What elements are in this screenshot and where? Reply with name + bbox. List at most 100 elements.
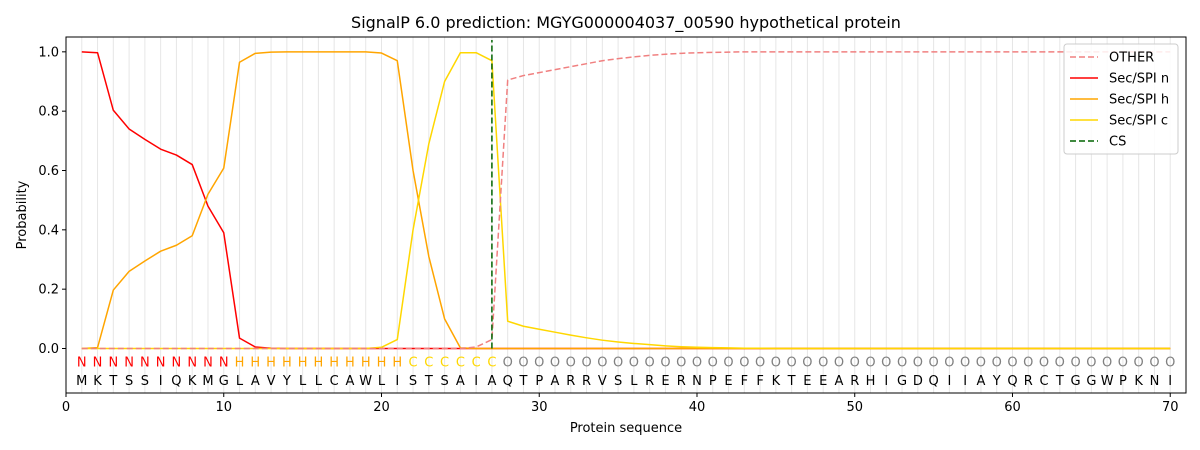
region-label: O (1039, 356, 1049, 371)
residue-label: E (819, 374, 827, 389)
region-label: O (676, 356, 686, 371)
region-label: O (802, 356, 812, 371)
residue-label: I (1168, 374, 1172, 389)
residue-label: L (299, 374, 307, 389)
residue-label: Q (1007, 374, 1017, 389)
residue-label: A (251, 374, 260, 389)
region-label: C (487, 356, 496, 371)
residue-label: L (315, 374, 323, 389)
region-label: O (834, 356, 844, 371)
residue-label: I (474, 374, 478, 389)
residue-label: P (535, 374, 543, 389)
residue-label: Y (992, 374, 1001, 389)
region-label: O (913, 356, 923, 371)
residue-label: I (395, 374, 399, 389)
region-label: O (850, 356, 860, 371)
residue-label: L (378, 374, 386, 389)
x-tick-label: 40 (689, 400, 706, 415)
y-tick-label: 0.2 (38, 283, 59, 298)
region-label: O (1134, 356, 1144, 371)
residue-label: C (330, 374, 339, 389)
residue-label: N (692, 374, 702, 389)
residue-label: R (1024, 374, 1033, 389)
region-label: O (1102, 356, 1112, 371)
region-label: O (881, 356, 891, 371)
x-axis-label: Protein sequence (570, 421, 682, 436)
residue-label: Y (282, 374, 291, 389)
y-tick-label: 0.4 (38, 223, 59, 238)
residue-label: W (359, 374, 372, 389)
region-label: O (708, 356, 718, 371)
residue-label: Q (171, 374, 181, 389)
region-label: H (314, 356, 324, 371)
region-label: N (156, 356, 166, 371)
x-tick-label: 20 (373, 400, 390, 415)
residue-label: G (897, 374, 907, 389)
region-label: H (329, 356, 339, 371)
region-label: H (361, 356, 371, 371)
x-tick-label: 70 (1162, 400, 1179, 415)
region-label: O (692, 356, 702, 371)
legend-entry: OTHER (1109, 51, 1154, 66)
region-label: O (534, 356, 544, 371)
region-label: N (93, 356, 103, 371)
legend-entry: Sec/SPI c (1109, 114, 1168, 129)
chart-title: SignalP 6.0 prediction: MGYG000004037_00… (351, 13, 901, 33)
region-label: C (424, 356, 433, 371)
region-label: O (755, 356, 765, 371)
region-label: N (77, 356, 87, 371)
region-label: O (992, 356, 1002, 371)
residue-label: W (1101, 374, 1114, 389)
series-line-other (81, 51, 1171, 350)
residue-label: R (677, 374, 686, 389)
residue-label: A (456, 374, 465, 389)
region-label: N (140, 356, 150, 371)
residue-label: E (661, 374, 669, 389)
legend-entry: CS (1109, 135, 1126, 150)
region-label: O (550, 356, 560, 371)
region-label: O (518, 356, 528, 371)
residue-label: T (108, 374, 117, 389)
x-tick-label: 0 (62, 400, 70, 415)
plot-frame (65, 36, 1187, 394)
region-label: N (219, 356, 229, 371)
residue-label: T (424, 374, 433, 389)
residue-label: R (645, 374, 654, 389)
residue-label: K (188, 374, 197, 389)
residue-label: G (1071, 374, 1081, 389)
region-label: O (944, 356, 954, 371)
region-label: O (1055, 356, 1065, 371)
y-tick-label: 0.0 (38, 342, 59, 357)
residue-label: I (963, 374, 967, 389)
region-label: H (235, 356, 245, 371)
residue-label: I (159, 374, 163, 389)
region-label: H (345, 356, 355, 371)
residue-label: S (614, 374, 622, 389)
residue-label: Q (928, 374, 938, 389)
residue-label: E (803, 374, 811, 389)
residue-label: F (756, 374, 763, 389)
legend-box (1063, 43, 1179, 155)
y-axis-label: Probability (15, 180, 30, 249)
residue-label: L (630, 374, 638, 389)
region-label: N (108, 356, 118, 371)
residue-label: P (709, 374, 717, 389)
residue-label: R (566, 374, 575, 389)
residue-label: P (1119, 374, 1127, 389)
residue-label: H (866, 374, 876, 389)
residue-label: G (1086, 374, 1096, 389)
legend-entry: Sec/SPI n (1109, 72, 1169, 87)
residue-label: A (551, 374, 560, 389)
region-label: O (1165, 356, 1175, 371)
x-tick-label: 30 (531, 400, 548, 415)
region-label: N (187, 356, 197, 371)
residue-label: M (76, 374, 87, 389)
residue-label: A (487, 374, 496, 389)
x-tick-label: 60 (1004, 400, 1021, 415)
region-label: O (1118, 356, 1128, 371)
residue-label: G (219, 374, 229, 389)
residue-label: D (913, 374, 923, 389)
region-label: O (566, 356, 576, 371)
region-label: C (472, 356, 481, 371)
